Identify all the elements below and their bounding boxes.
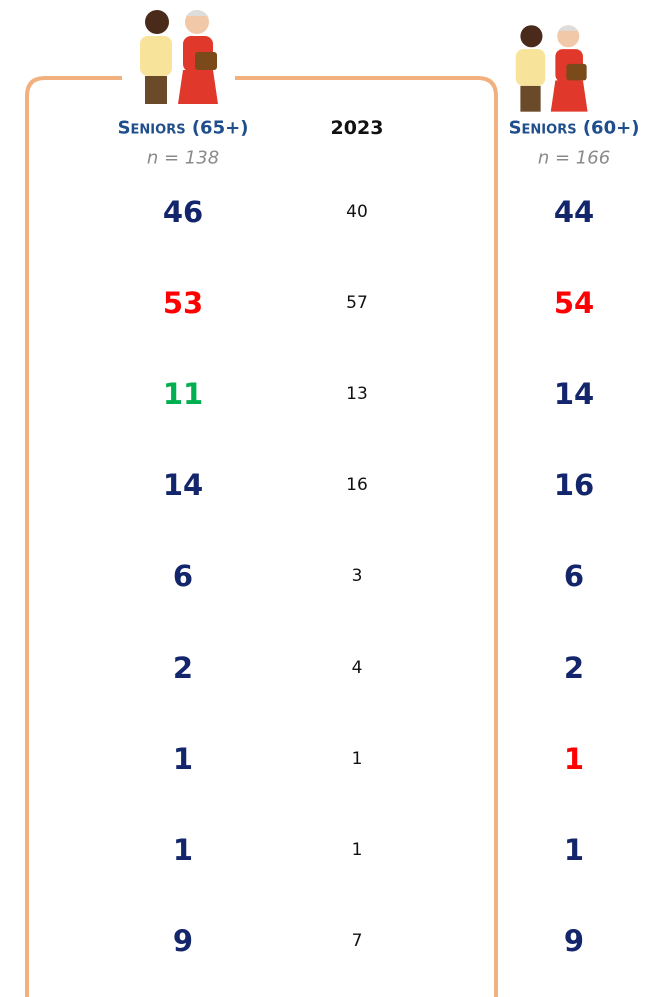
cell-value: 57 bbox=[346, 293, 368, 314]
cell-value: 46 bbox=[162, 195, 204, 229]
cell-value: 16 bbox=[346, 475, 368, 496]
column-title: 2023 bbox=[330, 117, 384, 139]
sample-size: n = 138 bbox=[146, 147, 220, 169]
cell-value: 54 bbox=[553, 286, 595, 321]
cell-value: 9 bbox=[172, 923, 194, 958]
cell-value: 14 bbox=[162, 468, 204, 503]
seniors-icon bbox=[515, 25, 588, 112]
cell-value: 14 bbox=[553, 377, 595, 412]
cell-value: 1 bbox=[563, 832, 585, 867]
cell-value: 9 bbox=[563, 923, 585, 958]
sample-size: n = 166 bbox=[537, 147, 611, 169]
cell-value: 2 bbox=[563, 650, 585, 685]
frame bbox=[25, 76, 498, 997]
column-title: Seniors (60+) bbox=[508, 117, 640, 139]
cell-value: 1 bbox=[172, 832, 194, 867]
cell-value: 3 bbox=[351, 566, 363, 587]
seniors-icon bbox=[140, 10, 218, 104]
cell-value: 6 bbox=[172, 559, 194, 594]
cell-value: 1 bbox=[351, 839, 363, 860]
cell-value: 1 bbox=[351, 748, 363, 769]
cell-value: 44 bbox=[553, 195, 595, 229]
cell-value: 11 bbox=[162, 377, 204, 412]
cell-value: 16 bbox=[553, 468, 595, 503]
cell-value: 13 bbox=[346, 384, 368, 405]
cell-value: 1 bbox=[172, 741, 194, 776]
cell-value: 6 bbox=[563, 559, 585, 594]
cell-value: 2 bbox=[172, 650, 194, 685]
cell-value: 53 bbox=[162, 286, 204, 321]
cell-value: 1 bbox=[563, 741, 585, 776]
cell-value: 40 bbox=[346, 202, 368, 222]
cell-value: 4 bbox=[351, 657, 363, 678]
cell-value: 7 bbox=[351, 930, 363, 951]
column-title: Seniors (65+) bbox=[117, 117, 249, 139]
